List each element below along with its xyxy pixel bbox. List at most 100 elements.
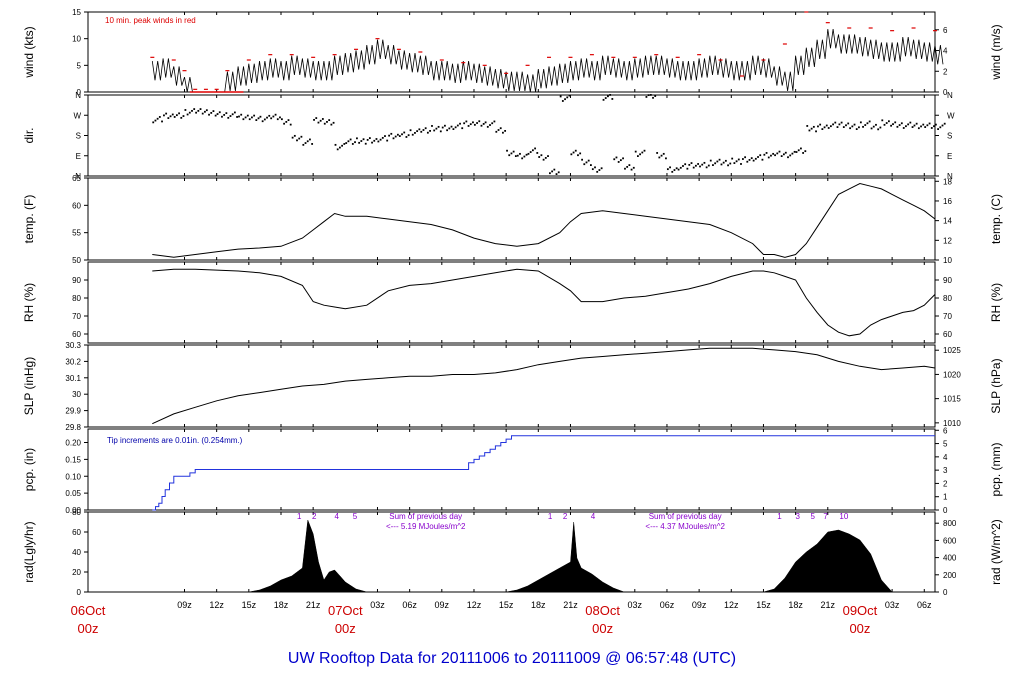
dir-point [371, 141, 373, 144]
y-tick-label: 0.20 [65, 439, 81, 448]
dir-point [591, 168, 594, 171]
dir-point [321, 118, 324, 120]
rad-marker-label: 5 [811, 512, 816, 521]
dir-point [589, 164, 592, 166]
y-tick-label: W [73, 111, 81, 120]
dir-point [729, 162, 732, 165]
dir-point [163, 114, 165, 117]
dir-point [598, 169, 601, 171]
dir-point [928, 122, 931, 125]
y-tick-label-right: 6 [943, 426, 948, 435]
dir-point [823, 126, 826, 129]
dir-point [789, 154, 792, 157]
y-label-right: wind (m/s) [989, 24, 1003, 80]
y-tick-label-right: 3 [943, 466, 948, 475]
dir-point [836, 126, 839, 128]
dir-point [280, 118, 283, 121]
x-tick-label: 15z [499, 600, 514, 610]
y-tick-label-right: 18 [943, 177, 952, 186]
dir-point [240, 113, 243, 116]
x-tick-label: 18z [531, 600, 546, 610]
dir-point [212, 110, 215, 112]
dir-point [161, 120, 163, 123]
rad-marker-label: 3 [796, 512, 801, 521]
dir-point [469, 123, 472, 126]
dir-point [452, 128, 455, 130]
dir-point [489, 124, 491, 126]
dir-point [283, 122, 285, 125]
dir-point [223, 114, 226, 116]
y-label-left: rad(Lgly/hr) [22, 521, 36, 582]
dir-point [937, 128, 939, 130]
dir-point [634, 150, 637, 153]
dir-point [184, 109, 187, 111]
dir-point [555, 173, 558, 175]
dir-point [716, 160, 719, 163]
dir-point [416, 130, 419, 133]
y-tick-label: 0.10 [65, 472, 81, 481]
dir-point [366, 139, 369, 141]
day-label-time: 00z [78, 621, 99, 636]
dir-point [941, 124, 944, 127]
dir-point [266, 116, 268, 119]
dir-point [917, 127, 920, 130]
dir-point [459, 122, 461, 125]
y-tick-label-right: 16 [943, 197, 952, 206]
dir-point [476, 122, 478, 124]
y-tick-label-right: 14 [943, 217, 952, 226]
y-tick-label-right: 1020 [943, 370, 961, 379]
dir-point [898, 124, 901, 126]
y-tick-label: 0.05 [65, 489, 81, 498]
dir-point [864, 124, 867, 126]
x-tick-label: 12z [467, 600, 482, 610]
y-tick-label-right: 4 [943, 453, 948, 462]
dir-point [276, 118, 279, 121]
dir-point [780, 155, 783, 157]
dir-point [647, 94, 650, 97]
dir-point [523, 155, 526, 158]
dir-point [296, 139, 298, 142]
dir-point [397, 133, 399, 136]
dir-point [757, 156, 759, 158]
dir-point [795, 151, 798, 153]
dir-point [636, 155, 639, 157]
dir-point [514, 155, 517, 157]
y-tick-label: 15 [72, 8, 81, 17]
panel-wind: wind (kts) wind (m/s) 0 5 10 15 0 2 4 6 10 min. pe… [22, 8, 1003, 97]
dir-point [604, 97, 607, 99]
x-tick-label: 09z [435, 600, 450, 610]
dir-point [793, 150, 796, 153]
rad-marker-label: 4 [335, 512, 340, 521]
dir-point [900, 122, 903, 125]
y-tick-label: 65 [72, 174, 81, 183]
dir-point [446, 129, 449, 132]
dir-point [829, 125, 832, 128]
dir-point [263, 118, 266, 121]
day-label-date: 09Oct [843, 603, 878, 618]
dir-point [536, 152, 539, 154]
y-tick-label-right: 400 [943, 554, 957, 563]
y-label-left: RH (%) [22, 283, 36, 322]
dir-point [626, 166, 629, 168]
dir-point [868, 120, 871, 123]
dir-point [602, 98, 605, 101]
dir-point [858, 126, 860, 129]
radiation-day-area [248, 519, 367, 593]
dir-point [669, 166, 671, 169]
dir-point [845, 124, 847, 127]
dir-point [334, 143, 337, 146]
dir-point [797, 149, 800, 152]
dir-point [671, 170, 674, 173]
dir-point [484, 121, 487, 124]
dir-point [272, 115, 275, 118]
dir-point [720, 163, 723, 166]
dir-point [279, 116, 281, 119]
dir-point [450, 125, 453, 128]
x-tick-label: 03z [628, 600, 643, 610]
dir-point [572, 151, 575, 154]
x-tick-label: 15z [242, 600, 257, 610]
dir-point [358, 141, 361, 144]
dir-point [890, 124, 892, 127]
panel-rh: RH (%) RH (%) 60 70 80 90 60 70 80 90 [22, 261, 1003, 344]
dir-point [810, 127, 813, 130]
